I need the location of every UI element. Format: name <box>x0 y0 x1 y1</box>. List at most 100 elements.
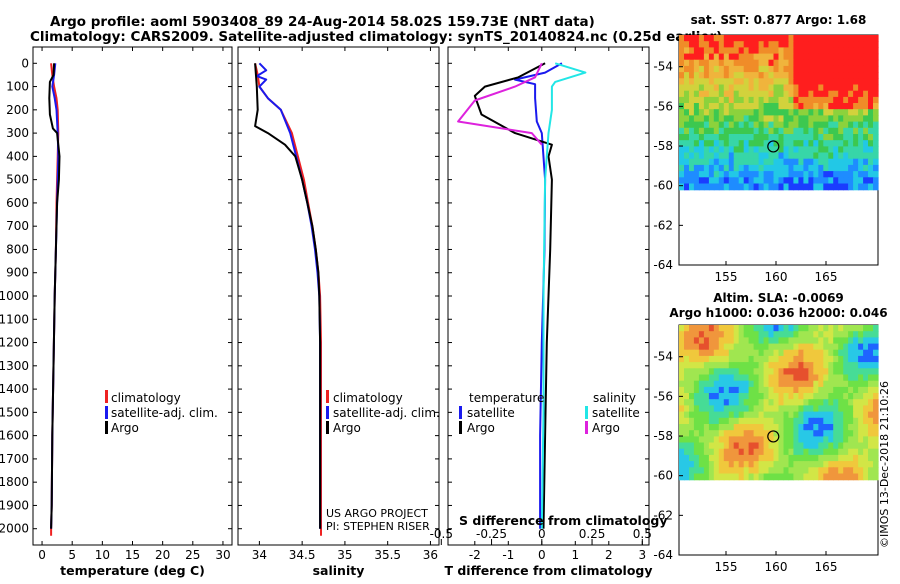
depth-tick-label: 1200 <box>0 336 29 350</box>
map-cell <box>843 424 849 431</box>
map-cell <box>728 152 735 160</box>
map-cell <box>773 343 780 351</box>
map-cell <box>753 473 760 481</box>
map-cell <box>868 430 874 437</box>
map-cell <box>813 35 819 42</box>
map-cell <box>708 115 715 123</box>
map-cell <box>748 115 755 123</box>
map-cell <box>748 331 755 338</box>
map-cell <box>843 405 849 413</box>
map-cell <box>718 115 725 123</box>
map-cell <box>848 47 854 55</box>
map-cell <box>733 103 740 110</box>
map-cell <box>679 436 685 444</box>
map-cell <box>838 362 844 369</box>
map-cell <box>843 386 849 394</box>
map-cell <box>743 183 750 191</box>
map-cell <box>703 325 710 332</box>
map-cell <box>808 65 814 73</box>
map-cell <box>728 47 735 55</box>
map-cell <box>758 442 765 450</box>
map-cell <box>873 177 879 185</box>
map-cell <box>863 448 869 456</box>
map-cell <box>858 380 864 388</box>
map-cell <box>689 343 695 351</box>
map-cell <box>713 368 720 376</box>
map-cell <box>873 405 879 413</box>
map-cell <box>858 424 864 431</box>
map-cell <box>828 454 834 462</box>
map-cell <box>733 362 740 369</box>
map-cell <box>838 96 844 104</box>
map-cell <box>788 158 795 166</box>
map-cell <box>783 59 790 67</box>
map-cell <box>873 171 879 178</box>
map-cell <box>693 109 700 116</box>
map-cell <box>793 127 799 135</box>
map-cell <box>783 411 790 419</box>
map-cell <box>808 473 814 481</box>
map-cell <box>703 424 710 431</box>
map-cell <box>723 405 730 413</box>
map-cell <box>838 417 844 425</box>
map-cell <box>808 41 814 48</box>
map-cell <box>813 368 819 376</box>
map-cell <box>689 337 695 345</box>
lat-tick-label: -58 <box>653 139 673 153</box>
map-cell <box>778 41 785 48</box>
map-cell <box>689 417 695 425</box>
map-cell <box>703 355 710 363</box>
map-cell <box>803 164 809 172</box>
map-cell <box>698 121 705 129</box>
map-cell <box>813 461 819 468</box>
map-cell <box>753 164 760 172</box>
map-cell <box>728 171 735 178</box>
map-cell <box>768 177 775 185</box>
map-cell <box>868 337 874 345</box>
map-cell <box>753 325 760 332</box>
map-cell <box>748 380 755 388</box>
map-cell <box>748 59 755 67</box>
map-cell <box>858 442 864 450</box>
map-cell <box>838 146 844 154</box>
map-cell <box>698 454 705 462</box>
map-cell <box>718 78 725 86</box>
map-cell <box>703 380 710 388</box>
map-cell <box>748 405 755 413</box>
depth-tick-label: 0 <box>21 56 29 70</box>
map-cell <box>679 331 685 338</box>
map-cell <box>803 374 809 382</box>
map-cell <box>698 393 705 400</box>
map-cell <box>793 90 799 98</box>
map-cell <box>748 127 755 135</box>
map-cell <box>684 374 690 382</box>
map-cell <box>684 109 690 116</box>
map-cell <box>858 337 864 345</box>
map-cell <box>743 90 750 98</box>
map-cell <box>698 355 705 363</box>
map-cell <box>763 461 770 468</box>
map-cell <box>873 424 879 431</box>
map-cell <box>868 368 874 376</box>
map-cell <box>828 65 834 73</box>
map-cell <box>778 380 785 388</box>
map-cell <box>778 96 785 104</box>
map-cell <box>808 325 814 332</box>
map-cell <box>798 380 804 388</box>
map-cell <box>803 399 809 406</box>
map-cell <box>833 47 839 55</box>
map-cell <box>689 146 695 154</box>
map-cell <box>733 473 740 481</box>
map-cell <box>684 65 690 73</box>
map-cell <box>778 158 785 166</box>
map-cell <box>693 47 700 55</box>
map-cell <box>723 411 730 419</box>
map-cell <box>873 164 879 172</box>
map-cell <box>793 349 799 357</box>
map-cell <box>803 448 809 456</box>
map-cell <box>768 467 775 475</box>
map-cell <box>758 393 765 400</box>
map-cell <box>823 127 829 135</box>
map-cell <box>773 448 780 456</box>
map-cell <box>833 399 839 406</box>
